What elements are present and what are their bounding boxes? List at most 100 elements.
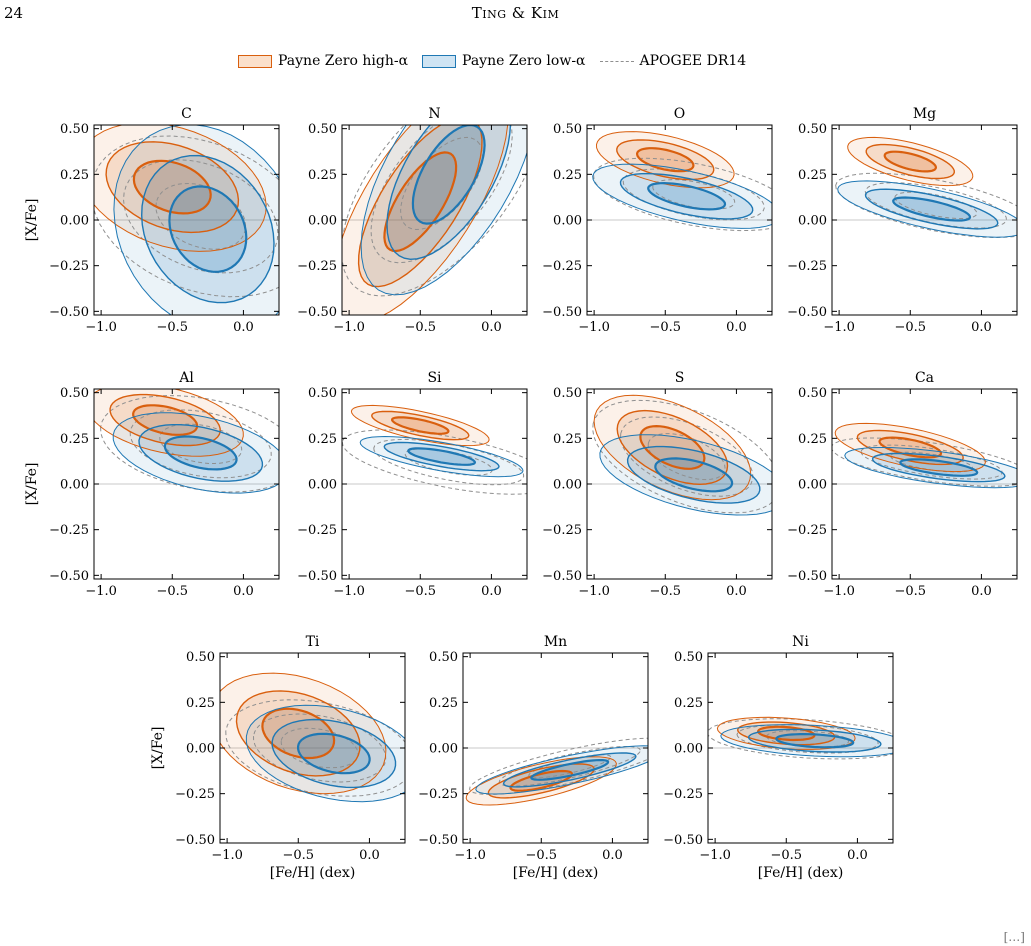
panel-si-high-alpha-contour-1 xyxy=(371,410,470,441)
panel-ni-ytick-label-1: −0.25 xyxy=(663,787,703,802)
panel-o-ytick-label-1: −0.25 xyxy=(542,259,582,274)
panel-ti-plot-area xyxy=(220,672,405,803)
panel-mg-high-alpha-contour-0 xyxy=(883,150,938,173)
panel-ni-ytick-label-3: 0.25 xyxy=(674,696,703,711)
panel-c-plot-area xyxy=(94,125,279,315)
panel-mn-ytick-label-0: −0.50 xyxy=(418,833,458,848)
running-head: Ting & Kim xyxy=(471,4,560,22)
panel-ti: Ti −1.0 −0.5 0.0 −0.50 −0.25 0.00 0.25 0.50 [X/Fe… xyxy=(150,634,406,881)
panel-n-ytick-label-2: 0.00 xyxy=(308,214,337,229)
panel-si-low-alpha-contour-1 xyxy=(383,441,500,472)
panel-mn-xtick-label-0: −1.0 xyxy=(454,848,486,863)
panel-ni-apogee-contour-2 xyxy=(708,718,893,760)
panel-mn-xlabel: [Fe/H] (dex) xyxy=(513,865,599,881)
panel-o-low-alpha-contour-2 xyxy=(592,163,772,229)
panel-si-plot-area xyxy=(342,404,527,495)
panel-mg-high-alpha-fill-2 xyxy=(884,151,936,172)
legend-label-low-alpha: Payne Zero low-α xyxy=(462,53,586,69)
panel-s-low-alpha-contour-0 xyxy=(654,457,734,493)
panel-n-xtick-label-2: 0.0 xyxy=(481,320,502,335)
panel-c-high-alpha-contour-1 xyxy=(105,141,240,234)
panel-ti-apogee-contour-1 xyxy=(252,713,387,783)
panel-si-low-alpha-fill-0 xyxy=(360,436,523,477)
panel-mg-xtick-label-0: −1.0 xyxy=(823,320,855,335)
panel-mg: Mg −1.0 −0.5 0.0 −0.50 −0.25 0.00 0.25 0.50 xyxy=(787,106,1018,335)
legend-item-high-alpha: Payne Zero high-α xyxy=(238,53,408,69)
panel-ca-high-alpha-contour-0 xyxy=(878,436,943,459)
panel-o-plot-area xyxy=(587,131,772,232)
panel-mg-low-alpha-contour-2 xyxy=(837,180,1017,238)
panel-al-ytick-label-4: 0.50 xyxy=(60,386,89,401)
panel-ti-xtick-label-1: −0.5 xyxy=(282,848,314,863)
panel-c-low-alpha-contour-1 xyxy=(140,154,275,304)
panel-si-high-alpha-contour-0 xyxy=(390,416,450,435)
panel-si-ytick-label-3: 0.25 xyxy=(308,432,337,447)
panel-s-xtick-label-2: 0.0 xyxy=(726,584,747,599)
panel-ti-high-alpha-contour-2 xyxy=(220,672,387,795)
panel-s-ytick-label-3: 0.25 xyxy=(553,432,582,447)
panel-c-ytick-label-0: −0.50 xyxy=(49,305,89,320)
panel-si-ytick-label-4: 0.50 xyxy=(308,386,337,401)
panel-ti-low-alpha-contour-2 xyxy=(245,704,405,803)
panel-n-title: N xyxy=(428,106,440,122)
panel-ti-ytick-label-0: −0.50 xyxy=(175,833,215,848)
panel-mg-low-alpha-contour-0 xyxy=(892,196,972,222)
panel-si-title: Si xyxy=(427,370,442,386)
panel-mg-high-alpha-contour-2 xyxy=(847,136,974,187)
panel-c-high-alpha-fill-0 xyxy=(94,125,267,252)
panel-mn-low-alpha-contour-2 xyxy=(475,745,648,795)
panel-mn-title: Mn xyxy=(544,634,567,650)
panel-o-low-alpha-contour-1 xyxy=(619,172,754,220)
panel-ti-xtick-label-0: −1.0 xyxy=(211,848,243,863)
panel-c-ylabel: [X/Fe] xyxy=(24,199,40,242)
panel-ca-low-alpha-contour-1 xyxy=(871,452,1006,483)
panel-ti-ytick-label-3: 0.25 xyxy=(186,696,215,711)
panel-ca-ytick-label-4: 0.50 xyxy=(798,386,827,401)
panel-ca-xtick-label-0: −1.0 xyxy=(823,584,855,599)
panel-c-low-alpha-contour-2 xyxy=(113,125,279,315)
panel-s-apogee-contour-1 xyxy=(619,416,754,497)
panel-s-low-alpha-contour-1 xyxy=(626,445,761,504)
panel-c-ytick-label-4: 0.50 xyxy=(60,122,89,137)
panel-mg-ytick-label-3: 0.25 xyxy=(798,168,827,183)
panel-n-apogee-contour-0 xyxy=(400,136,484,231)
panel-o-xtick-label-1: −0.5 xyxy=(649,320,681,335)
panel-ca-xtick-label-2: 0.0 xyxy=(971,584,992,599)
panel-s-ytick-label-1: −0.25 xyxy=(542,523,582,538)
panel-ti-high-alpha-fill-2 xyxy=(262,708,335,758)
panel-si-xtick-label-1: −0.5 xyxy=(404,584,436,599)
panel-al-low-alpha-contour-0 xyxy=(163,435,238,471)
panel-ni-xtick-label-1: −0.5 xyxy=(770,848,802,863)
panel-c-low-alpha-contour-0 xyxy=(168,185,248,273)
panel-s-plot-area xyxy=(587,394,772,516)
panel-ti-ylabel: [X/Fe] xyxy=(150,727,166,770)
panel-n-ytick-label-0: −0.50 xyxy=(297,305,337,320)
panel-mg-high-alpha-contour-1 xyxy=(865,143,956,180)
panel-al-ylabel: [X/Fe] xyxy=(24,463,40,506)
panel-mg-ytick-label-0: −0.50 xyxy=(787,305,827,320)
panel-ni-low-alpha-contour-1 xyxy=(747,728,882,753)
panel-mg-low-alpha-fill-1 xyxy=(865,189,998,229)
panel-n-high-alpha-contour-0 xyxy=(383,151,458,253)
panel-mn-xtick-label-2: 0.0 xyxy=(602,848,623,863)
panel-c-ytick-label-3: 0.25 xyxy=(60,168,89,183)
panel-si-high-alpha-fill-0 xyxy=(351,405,490,446)
panel-si-high-alpha-contour-2 xyxy=(350,404,490,447)
panel-o-low-alpha-fill-0 xyxy=(592,164,772,229)
panel-s-low-alpha-fill-0 xyxy=(599,434,772,515)
panel-s-high-alpha-contour-0 xyxy=(639,424,706,470)
panel-mn-ytick-label-2: 0.00 xyxy=(429,742,458,757)
legend-item-apogee: APOGEE DR14 xyxy=(599,53,746,69)
panel-mn-plot-area xyxy=(463,737,648,806)
panel-o-apogee-contour-0 xyxy=(652,179,736,210)
panel-o-low-alpha-contour-0 xyxy=(647,181,727,211)
panel-mg-title: Mg xyxy=(913,106,936,122)
panel-mg-xtick-label-1: −0.5 xyxy=(894,320,926,335)
panel-o-title: O xyxy=(674,106,685,122)
panel-mg-high-alpha-fill-0 xyxy=(847,137,973,186)
panel-n-low-alpha-contour-2 xyxy=(360,125,527,296)
panel-s-ytick-label-2: 0.00 xyxy=(553,478,582,493)
panel-al-plot-area xyxy=(94,389,279,494)
panel-si-apogee-contour-1 xyxy=(373,438,525,486)
panel-ni-ytick-label-2: 0.00 xyxy=(674,742,703,757)
